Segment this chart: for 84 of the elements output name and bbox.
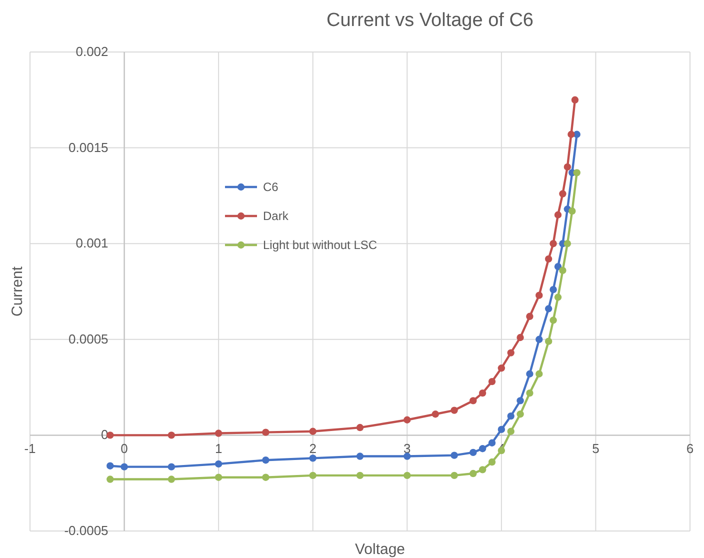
y-tick-label: 0.0005: [68, 331, 108, 346]
point: [488, 458, 496, 466]
point: [168, 432, 176, 439]
point: [214, 430, 222, 437]
point: [214, 460, 222, 468]
point: [498, 364, 506, 372]
point: [356, 452, 364, 460]
point: [356, 424, 364, 432]
y-axis-title: Current: [9, 266, 26, 317]
point: [550, 240, 557, 248]
point: [536, 370, 543, 378]
point: [498, 426, 506, 434]
point: [550, 286, 557, 294]
x-tick-label: 5: [592, 441, 600, 456]
point: [544, 305, 552, 312]
point: [168, 463, 176, 470]
point: [262, 456, 270, 464]
point: [120, 463, 128, 470]
y-tick-label: -0.0005: [64, 523, 108, 538]
point: [564, 240, 572, 248]
point: [478, 389, 486, 397]
point: [554, 211, 562, 218]
point: [470, 448, 477, 456]
chart-title: Current vs Voltage of C6: [326, 10, 534, 31]
point: [544, 255, 552, 263]
point: [498, 446, 506, 454]
x-tick-label: 0: [120, 441, 128, 456]
point: [450, 406, 458, 414]
point: [404, 472, 411, 480]
point: [559, 190, 566, 198]
point: [568, 130, 575, 138]
point: [404, 416, 411, 424]
point: [309, 428, 316, 435]
point: [516, 397, 524, 404]
point: [507, 412, 514, 420]
point: [516, 334, 524, 342]
point: [404, 452, 411, 460]
point: [526, 312, 534, 320]
point: [526, 370, 534, 378]
point: [106, 462, 114, 470]
point: [432, 410, 440, 418]
point: [470, 470, 477, 478]
point: [573, 169, 580, 176]
x-axis-title: Voltage: [354, 541, 406, 558]
point: [168, 476, 176, 483]
point: [554, 262, 562, 270]
point: [544, 338, 552, 345]
point: [450, 472, 458, 480]
point: [262, 474, 270, 481]
point: [450, 452, 458, 459]
x-tick-label: 2: [309, 441, 316, 456]
point: [516, 410, 524, 418]
point: [356, 472, 364, 480]
legend-label: C6: [263, 180, 279, 194]
point: [106, 476, 114, 483]
point: [309, 454, 316, 462]
point: [214, 474, 222, 481]
x-tick-label: 3: [404, 441, 411, 456]
y-tick-label: 0.002: [76, 44, 108, 59]
point: [507, 349, 514, 356]
point: [526, 389, 534, 397]
point: [507, 428, 514, 435]
x-tick-label: 1: [214, 441, 222, 456]
point: [478, 466, 486, 474]
point: [564, 163, 572, 171]
legend-label: Dark: [263, 209, 290, 223]
point: [488, 378, 496, 386]
point: [571, 96, 579, 104]
point: [536, 336, 543, 343]
point: [550, 316, 557, 324]
x-tick-label: 6: [686, 441, 694, 456]
x-tick-label: -1: [24, 441, 36, 456]
y-tick-label: 0.0015: [68, 140, 108, 155]
point: [262, 428, 270, 436]
point: [536, 292, 543, 299]
point: [470, 397, 477, 404]
point: [554, 294, 562, 301]
point: [568, 207, 576, 215]
point: [488, 439, 496, 446]
legend-label: Light but without LSC: [263, 238, 378, 252]
point: [478, 445, 486, 452]
y-tick-label: 0.001: [76, 236, 108, 251]
point: [559, 266, 566, 274]
point: [309, 472, 316, 480]
